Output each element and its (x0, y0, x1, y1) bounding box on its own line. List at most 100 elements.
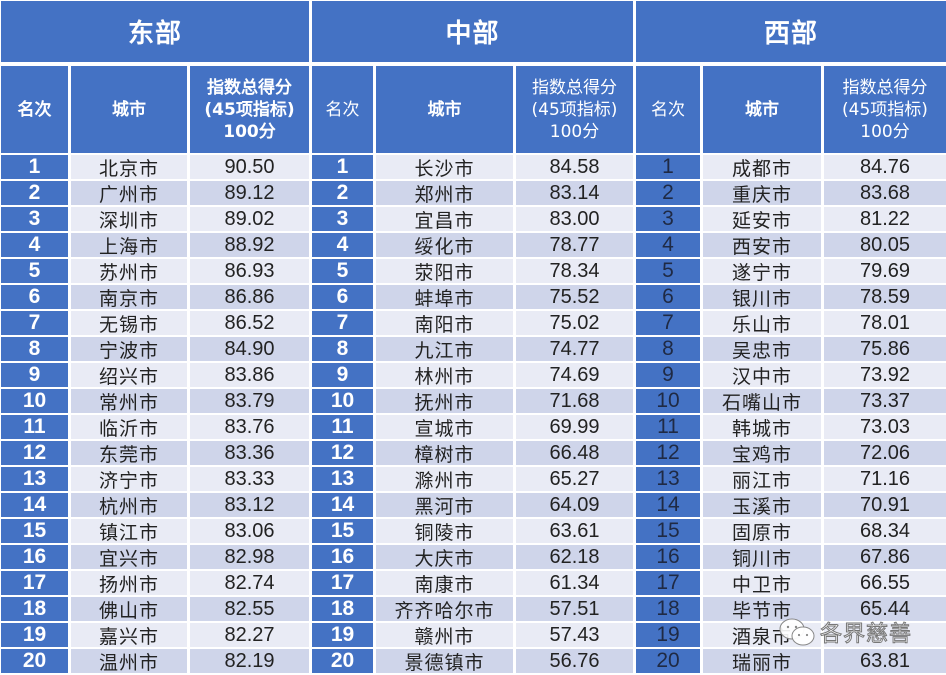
city-cell: 宣城市 (376, 415, 513, 440)
rank-cell: 6 (312, 285, 373, 309)
table-row: 12 东莞市 83.36 (1, 441, 309, 466)
rank-cell: 3 (312, 207, 373, 231)
city-cell: 苏州市 (71, 259, 187, 284)
table-row: 15 固原市 68.34 (636, 519, 946, 544)
table-row: 5 遂宁市 79.69 (636, 259, 946, 284)
rank-cell: 13 (636, 467, 700, 491)
score-cell: 74.69 (516, 363, 633, 387)
table-row: 15 铜陵市 63.61 (312, 519, 633, 544)
table-row: 16 宜兴市 82.98 (1, 545, 309, 570)
table-row: 15 镇江市 83.06 (1, 519, 309, 544)
city-cell: 乐山市 (703, 311, 821, 336)
city-cell: 韩城市 (703, 415, 821, 440)
score-cell: 80.05 (824, 233, 946, 257)
score-cell: 57.51 (516, 597, 633, 621)
table-row: 11 韩城市 73.03 (636, 415, 946, 440)
rank-cell: 15 (312, 519, 373, 543)
score-cell (824, 623, 946, 647)
rank-cell: 9 (1, 363, 68, 387)
city-cell: 佛山市 (71, 597, 187, 622)
city-cell: 银川市 (703, 285, 821, 310)
region-west: 西部 名次 城市 指数总得分 (45项指标) 100分 1 成都市 84.76 2 重庆… (636, 0, 946, 674)
table-row: 12 宝鸡市 72.06 (636, 441, 946, 466)
city-cell: 宁波市 (71, 337, 187, 362)
score-cell: 83.79 (190, 389, 309, 413)
city-cell: 石嘴山市 (703, 389, 821, 414)
city-cell: 扬州市 (71, 571, 187, 596)
table-row: 9 林州市 74.69 (312, 363, 633, 388)
table-row: 3 延安市 81.22 (636, 207, 946, 232)
score-cell: 83.86 (190, 363, 309, 387)
score-cell: 65.44 (824, 597, 946, 621)
table-row: 5 荥阳市 78.34 (312, 259, 633, 284)
city-cell: 绥化市 (376, 233, 513, 258)
rank-cell: 3 (636, 207, 700, 231)
city-cell: 临沂市 (71, 415, 187, 440)
city-cell: 延安市 (703, 207, 821, 232)
city-cell: 绍兴市 (71, 363, 187, 388)
table-row: 14 玉溪市 70.91 (636, 493, 946, 518)
rank-cell: 13 (312, 467, 373, 491)
score-cell: 81.22 (824, 207, 946, 231)
rank-cell: 11 (636, 415, 700, 439)
city-cell: 固原市 (703, 519, 821, 544)
score-cell: 89.12 (190, 181, 309, 205)
table-row: 1 成都市 84.76 (636, 155, 946, 180)
table-row: 18 齐齐哈尔市 57.51 (312, 597, 633, 622)
city-cell: 汉中市 (703, 363, 821, 388)
rank-cell: 2 (312, 181, 373, 205)
table-row: 6 蚌埠市 75.52 (312, 285, 633, 310)
table-row: 8 宁波市 84.90 (1, 337, 309, 362)
table-row: 13 滁州市 65.27 (312, 467, 633, 492)
header-row-central: 名次 城市 指数总得分 (45项指标) 100分 (312, 66, 633, 153)
rank-cell: 7 (1, 311, 68, 335)
score-cell: 83.33 (190, 467, 309, 491)
score-cell: 66.55 (824, 571, 946, 595)
table-row: 20 瑞丽市 63.81 (636, 649, 946, 674)
city-cell: 北京市 (71, 155, 187, 180)
score-cell: 61.34 (516, 571, 633, 595)
header-rank: 名次 (312, 66, 373, 153)
score-cell: 78.59 (824, 285, 946, 309)
table-row: 17 扬州市 82.74 (1, 571, 309, 596)
score-cell: 74.77 (516, 337, 633, 361)
city-cell: 九江市 (376, 337, 513, 362)
score-cell: 75.86 (824, 337, 946, 361)
score-cell: 71.16 (824, 467, 946, 491)
score-cell: 75.02 (516, 311, 633, 335)
rank-cell: 11 (1, 415, 68, 439)
table-row: 14 杭州市 83.12 (1, 493, 309, 518)
city-cell: 宜兴市 (71, 545, 187, 570)
rank-cell: 19 (312, 623, 373, 647)
table-row: 13 济宁市 83.33 (1, 467, 309, 492)
score-cell: 83.00 (516, 207, 633, 231)
city-cell: 毕节市 (703, 597, 821, 622)
score-cell: 56.76 (516, 649, 633, 673)
header-rank: 名次 (636, 66, 700, 153)
rank-cell: 17 (1, 571, 68, 595)
score-cell: 67.86 (824, 545, 946, 569)
city-cell: 吴忠市 (703, 337, 821, 362)
score-cell: 62.18 (516, 545, 633, 569)
rank-cell: 6 (1, 285, 68, 309)
rank-cell: 14 (312, 493, 373, 517)
header-rank: 名次 (1, 66, 68, 153)
score-cell: 82.27 (190, 623, 309, 647)
city-cell: 宝鸡市 (703, 441, 821, 466)
score-cell: 84.76 (824, 155, 946, 179)
score-cell: 83.12 (190, 493, 309, 517)
city-cell: 铜川市 (703, 545, 821, 570)
table-row: 11 临沂市 83.76 (1, 415, 309, 440)
table-row: 10 抚州市 71.68 (312, 389, 633, 414)
city-cell: 林州市 (376, 363, 513, 388)
city-cell: 嘉兴市 (71, 623, 187, 648)
rank-cell: 12 (312, 441, 373, 465)
table-row: 19 酒泉市 (636, 623, 946, 648)
rank-cell: 2 (1, 181, 68, 205)
city-cell: 齐齐哈尔市 (376, 597, 513, 622)
rank-cell: 5 (636, 259, 700, 283)
rank-cell: 14 (1, 493, 68, 517)
score-cell: 83.36 (190, 441, 309, 465)
table-row: 19 嘉兴市 82.27 (1, 623, 309, 648)
table-row: 16 铜川市 67.86 (636, 545, 946, 570)
